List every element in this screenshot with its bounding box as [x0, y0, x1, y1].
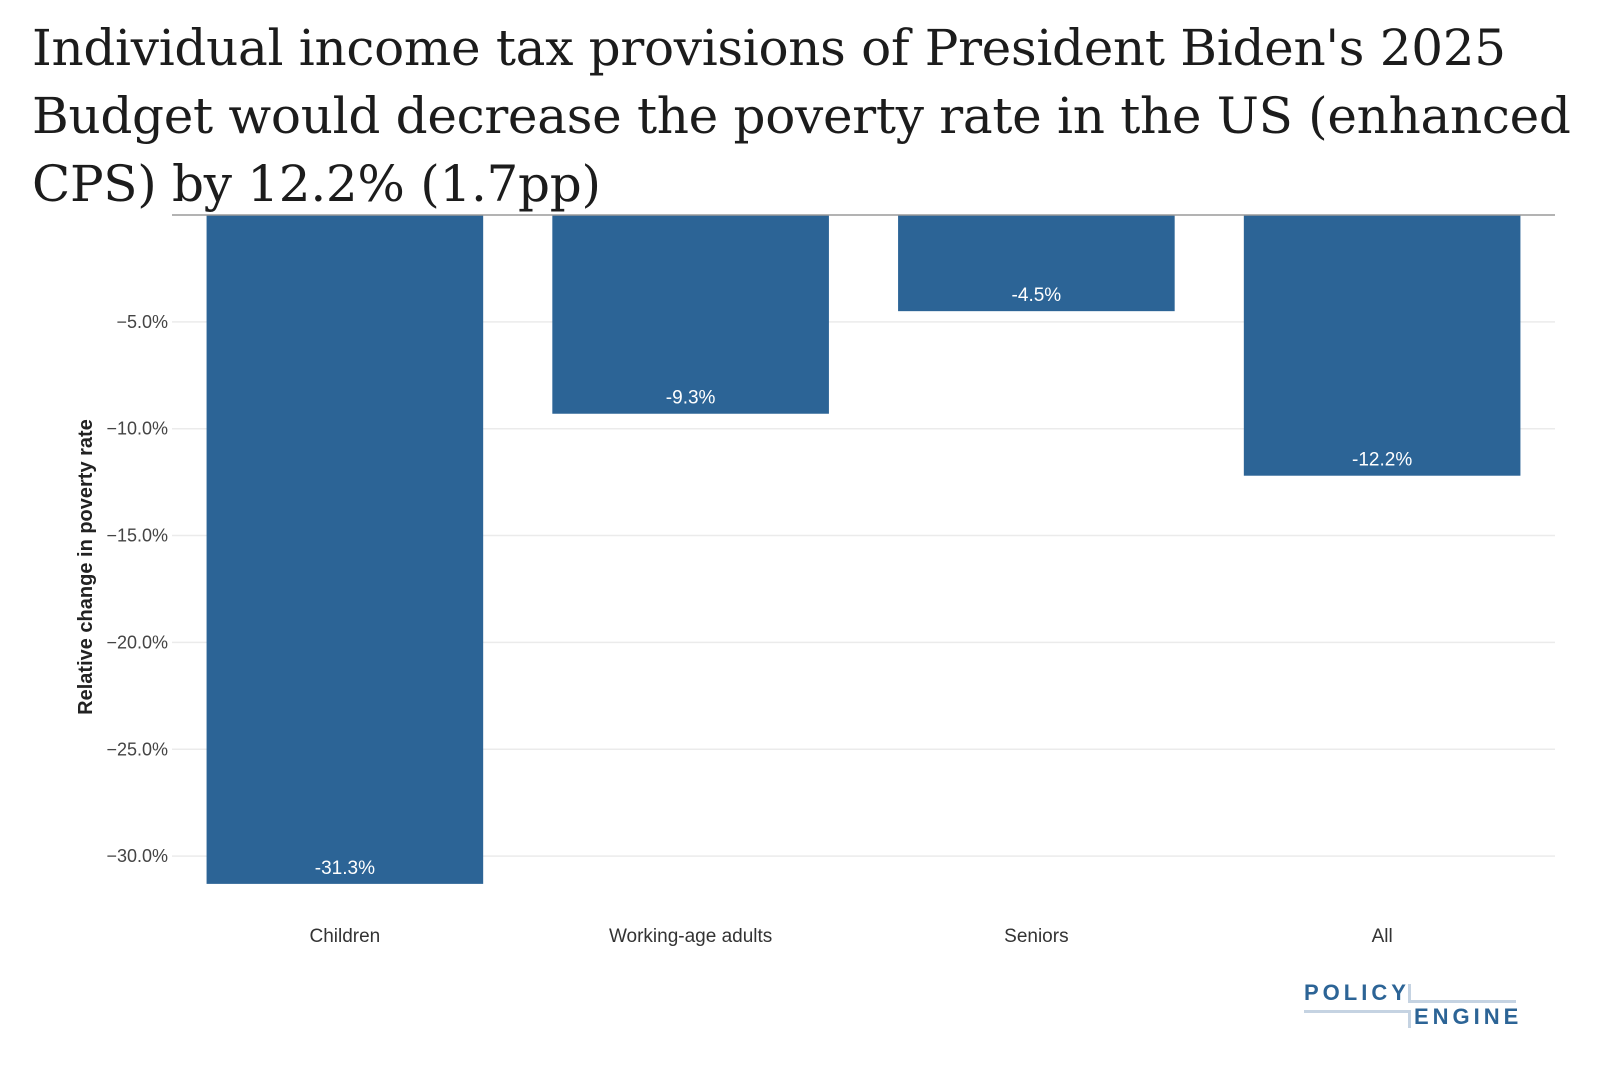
- y-tick-label: −25.0%: [106, 739, 168, 759]
- x-category-label: Seniors: [1004, 926, 1068, 947]
- x-category-label: Working-age adults: [609, 926, 772, 947]
- y-axis-label: Relative change in poverty rate: [75, 419, 97, 715]
- y-axis-ticks: −5.0% −10.0% −15.0% −20.0% −25.0% −30.0%: [106, 312, 168, 866]
- y-tick-label: −30.0%: [106, 846, 168, 866]
- bar-children: [206, 215, 484, 884]
- bars: -31.3% -9.3% -4.5% -12.2%: [206, 215, 1521, 884]
- chart-title: Individual income tax provisions of Pres…: [32, 19, 1571, 213]
- y-tick-label: −20.0%: [106, 632, 168, 652]
- logo-text-engine: ENGINE: [1414, 1004, 1523, 1029]
- x-category-label: All: [1372, 926, 1393, 947]
- bar-value-label: -12.2%: [1352, 450, 1412, 471]
- bar-seniors: [898, 215, 1175, 312]
- y-tick-label: −15.0%: [106, 526, 168, 546]
- logo-divider: [1408, 1010, 1411, 1028]
- y-tick-label: −10.0%: [106, 419, 168, 439]
- logo-divider: [1304, 1010, 1408, 1013]
- bar-all: [1243, 215, 1521, 476]
- x-axis-categories: Children Working-age adults Seniors All: [309, 926, 1392, 947]
- bar-value-label: -31.3%: [315, 858, 375, 879]
- bar-value-label: -9.3%: [666, 388, 716, 409]
- logo-divider: [1408, 1000, 1516, 1003]
- logo-divider: [1408, 984, 1411, 1002]
- logo-text-policy: POLICY: [1304, 980, 1410, 1005]
- x-category-label: Children: [309, 926, 380, 947]
- policyengine-logo: POLICY ENGINE: [1304, 980, 1518, 1030]
- bar-working-age-adults: [552, 215, 829, 414]
- y-tick-label: −5.0%: [116, 312, 168, 332]
- bar-value-label: -4.5%: [1012, 285, 1062, 306]
